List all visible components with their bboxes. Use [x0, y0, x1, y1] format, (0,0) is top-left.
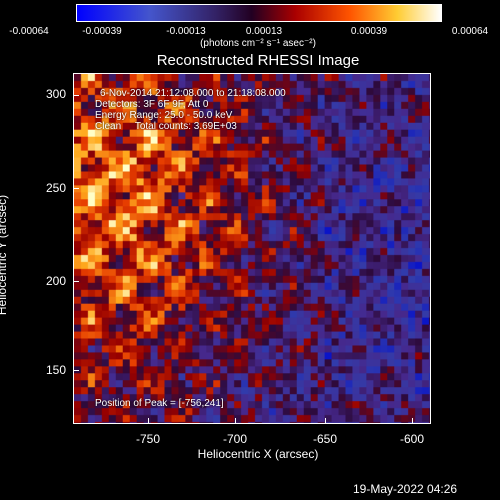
annotation-detectors: Detectors: 3F 6F 9F, Att 0 [95, 99, 209, 110]
y-tick-label: 250 [46, 181, 67, 195]
x-axis-label: Heliocentric X (arcsec) [197, 447, 319, 461]
rhessi-image-canvas [74, 74, 430, 423]
annotation-peak-position: Position of Peak = [-756,241] [95, 398, 224, 409]
annotation-clean-counts: Clean Total counts: 3.69E+03 [95, 121, 237, 132]
colorbar-units: (photons cm⁻² s⁻¹ asec⁻²) [200, 38, 316, 49]
colorbar [76, 4, 442, 22]
x-tick-label: -600 [399, 432, 425, 446]
colorbar-tick-label: 0.00013 [245, 26, 283, 37]
y-axis-label: Heliocentric Y (arcsec) [0, 194, 10, 316]
colorbar-tick-label: -0.00064 [9, 26, 49, 37]
y-tick-label: 300 [46, 87, 67, 101]
plot-title: Reconstructed RHESSI Image [156, 52, 360, 69]
y-tick-label: 200 [46, 274, 67, 288]
y-tick-label: 150 [46, 363, 67, 377]
rhessi-image: 6-Nov-2014 21:12:08.000 to 21:18:08.000 … [73, 73, 431, 424]
annotation-energy-range: Energy Range: 25.0 - 50.0 keV [95, 110, 233, 121]
colorbar-tick-label: -0.00039 [82, 26, 122, 37]
timestamp: 19-May-2022 04:26 [353, 482, 458, 496]
x-tick-label: -750 [135, 432, 161, 446]
colorbar-tick-label: 0.00064 [451, 26, 489, 37]
x-tick-label: -650 [312, 432, 338, 446]
colorbar-tick-label: 0.00039 [350, 26, 388, 37]
annotation-time-range: 6-Nov-2014 21:12:08.000 to 21:18:08.000 [100, 88, 286, 99]
colorbar-tick-label: -0.00013 [166, 26, 206, 37]
x-tick-label: -700 [222, 432, 248, 446]
